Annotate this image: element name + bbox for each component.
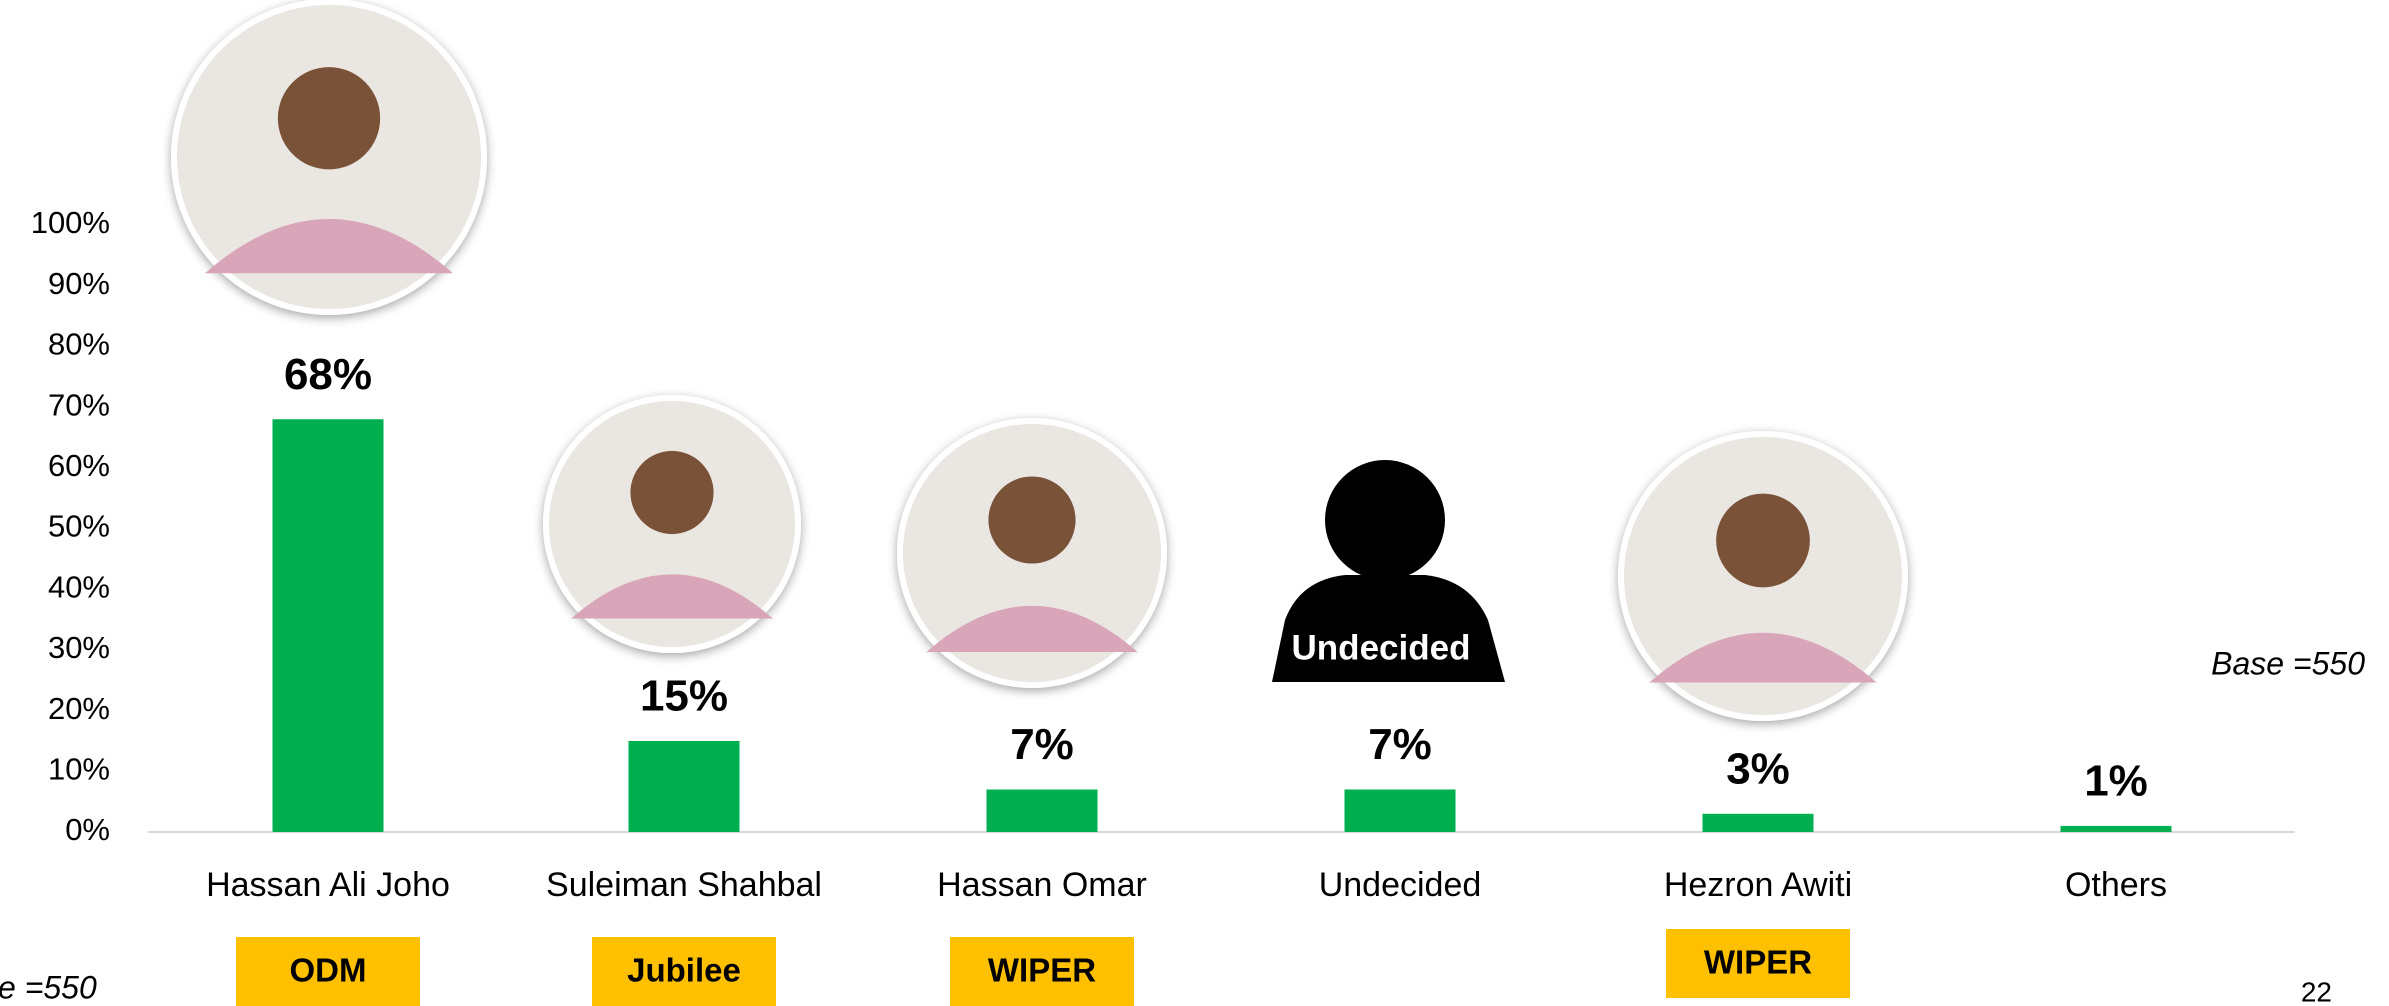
x-tick-label: Undecided [1319,866,1482,904]
x-tick-label: Hassan Ali Joho [206,866,450,904]
y-tick-label: 50% [48,509,110,544]
party-box [950,937,1134,1006]
party-label: ODM [290,952,367,989]
photo-head [988,476,1076,564]
value-label: 68% [284,350,372,399]
photo-body [571,574,773,619]
bar [628,740,740,832]
bar [1702,813,1814,832]
y-tick-label: 30% [48,630,110,665]
bar [1344,789,1456,832]
photo-body [1649,632,1877,683]
party-label: WIPER [1704,944,1812,981]
party-box [592,937,776,1006]
x-tick-label: Hassan Omar [937,866,1147,904]
y-tick-label: 70% [48,387,110,422]
party-label: WIPER [988,952,1096,989]
party-label: Jubilee [627,952,741,989]
x-tick-label: Hezron Awiti [1664,866,1852,904]
x-tick-label: Suleiman Shahbal [546,866,822,904]
silhouette-body [1272,575,1505,682]
y-tick-label: 90% [48,266,110,301]
bar [272,419,384,832]
party-box [1666,929,1850,998]
y-tick-label: 40% [48,569,110,604]
bar [2060,825,2172,832]
y-tick-label: 100% [31,205,110,240]
value-label: 1% [2084,757,2148,806]
y-tick-label: 80% [48,327,110,362]
value-label: 15% [640,672,728,721]
party-box [236,937,420,1006]
y-tick-label: 20% [48,691,110,726]
bar [986,789,1098,832]
value-label: 3% [1726,744,1790,793]
y-tick-label: 0% [65,812,110,847]
photo-head [630,450,714,535]
y-tick-label: 60% [48,448,110,483]
silhouette-head [1325,460,1445,580]
x-tick-label: Others [2065,866,2167,904]
base-note-cut: e =550 [0,969,97,1005]
photo-body [926,605,1138,652]
value-label: 7% [1010,720,1074,769]
page-number: 22 [2301,976,2332,1006]
photo-head [1716,493,1810,588]
silhouette-label: Undecided [1292,628,1471,667]
photo-head [277,67,381,170]
value-label: 7% [1368,720,1432,769]
y-tick-label: 10% [48,751,110,786]
base-note: Base =550 [2211,645,2365,681]
photo-body [205,219,453,274]
